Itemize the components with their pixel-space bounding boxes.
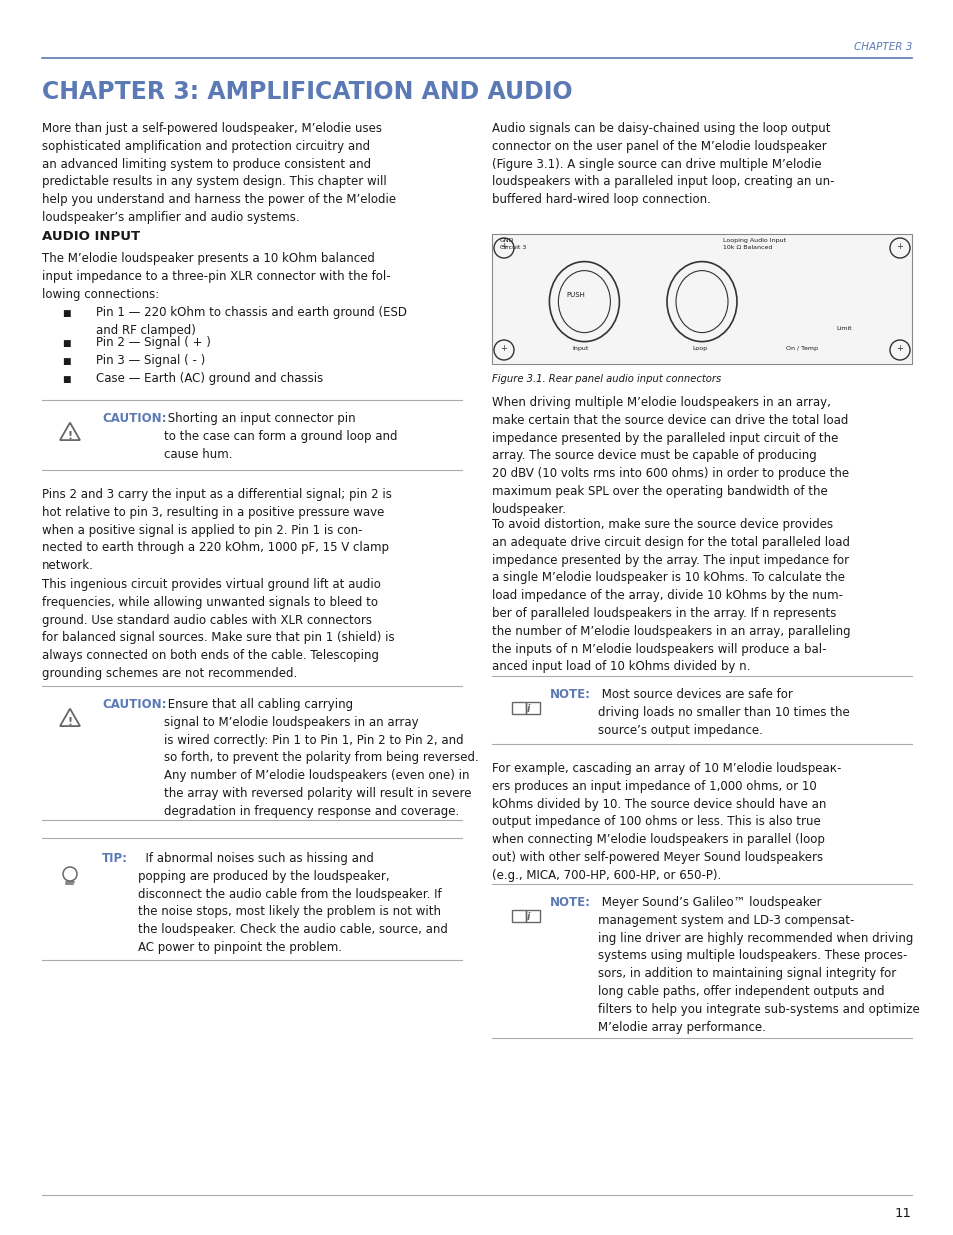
Text: CAUTION:: CAUTION: [102, 698, 167, 711]
Text: TIP:: TIP: [102, 852, 128, 864]
Text: Case — Earth (AC) ground and chassis: Case — Earth (AC) ground and chassis [96, 372, 323, 385]
Text: ■: ■ [62, 309, 71, 317]
Text: Pin 3 — Signal ( - ): Pin 3 — Signal ( - ) [96, 354, 205, 367]
FancyBboxPatch shape [492, 233, 911, 364]
Text: +: + [895, 345, 902, 353]
Text: Shorting an input connector pin
to the case can form a ground loop and
cause hum: Shorting an input connector pin to the c… [164, 412, 397, 461]
Text: CHAPTER 3: AMPLIFICATION AND AUDIO: CHAPTER 3: AMPLIFICATION AND AUDIO [42, 80, 572, 104]
Text: Input: Input [572, 346, 588, 351]
Text: Pin 2 — Signal ( + ): Pin 2 — Signal ( + ) [96, 336, 211, 350]
Text: More than just a self-powered loudspeaker, M’elodie uses
sophisticated amplifica: More than just a self-powered loudspeake… [42, 122, 395, 224]
Text: ■: ■ [62, 338, 71, 348]
Text: NOTE:: NOTE: [550, 688, 590, 701]
Text: i: i [526, 704, 529, 714]
Text: +: + [895, 242, 902, 251]
Text: !: ! [68, 431, 72, 441]
Text: To avoid distortion, make sure the source device provides
an adequate drive circ: To avoid distortion, make sure the sourc… [492, 517, 850, 673]
Text: ■: ■ [62, 357, 71, 366]
Text: NOTE:: NOTE: [550, 897, 590, 909]
Text: Ensure that all cabling carrying
signal to M’elodie loudspeakers in an array
is : Ensure that all cabling carrying signal … [164, 698, 478, 818]
Text: When driving multiple M’elodie loudspeakers in an array,
make certain that the s: When driving multiple M’elodie loudspeak… [492, 396, 848, 516]
Text: On / Temp: On / Temp [785, 346, 817, 351]
Text: Audio signals can be daisy-chained using the loop output
connector on the user p: Audio signals can be daisy-chained using… [492, 122, 834, 206]
Text: 11: 11 [894, 1207, 911, 1220]
Text: !: ! [68, 718, 72, 727]
Text: If abnormal noises such as hissing and
popping are produced by the loudspeaker,
: If abnormal noises such as hissing and p… [138, 852, 447, 953]
Text: Pins 2 and 3 carry the input as a differential signal; pin 2 is
hot relative to : Pins 2 and 3 carry the input as a differ… [42, 488, 392, 572]
Text: ■: ■ [62, 375, 71, 384]
Text: AUDIO INPUT: AUDIO INPUT [42, 230, 140, 243]
Text: For example, cascading an array of 10 M’elodie loudspeак-
ers produces an input : For example, cascading an array of 10 M’… [492, 762, 841, 882]
Text: Most source devices are safe for
driving loads no smaller than 10 times the
sour: Most source devices are safe for driving… [598, 688, 849, 736]
Text: CAUTION:: CAUTION: [102, 412, 167, 425]
Text: Loop: Loop [691, 346, 706, 351]
Text: This ingenious circuit provides virtual ground lift at audio
frequencies, while : This ingenious circuit provides virtual … [42, 578, 395, 680]
Text: Meyer Sound’s Galileo™ loudspeaker
management system and LD-3 compensat-
ing lin: Meyer Sound’s Galileo™ loudspeaker manag… [598, 897, 919, 1034]
Text: i: i [526, 911, 529, 923]
Text: CHAPTER 3: CHAPTER 3 [853, 42, 911, 52]
Text: Figure 3.1. Rear panel audio input connectors: Figure 3.1. Rear panel audio input conne… [492, 374, 720, 384]
Text: Limit: Limit [836, 326, 851, 331]
Text: Pin 1 — 220 kOhm to chassis and earth ground (ESD
and RF clamped): Pin 1 — 220 kOhm to chassis and earth gr… [96, 306, 407, 337]
Text: PUSH: PUSH [566, 291, 584, 298]
Text: +: + [499, 242, 506, 251]
Text: +: + [499, 345, 506, 353]
Text: Looping Audio Input
10k Ω Balanced: Looping Audio Input 10k Ω Balanced [722, 238, 785, 249]
Text: GND
Circuit 3: GND Circuit 3 [499, 238, 526, 249]
Text: The M’elodie loudspeaker presents a 10 kOhm balanced
input impedance to a three-: The M’elodie loudspeaker presents a 10 k… [42, 252, 390, 300]
